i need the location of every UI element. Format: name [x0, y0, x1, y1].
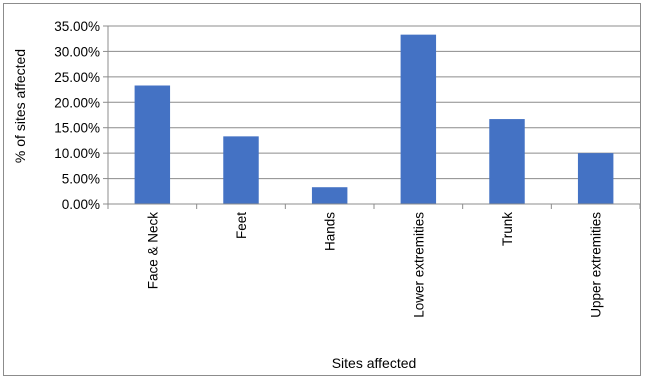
y-tick-label: 30.00%: [54, 44, 100, 59]
y-tick-label: 15.00%: [54, 121, 100, 136]
x-tick-label: Upper extremities: [589, 212, 604, 318]
y-tick-label: 20.00%: [54, 95, 100, 110]
y-tick-label: 0.00%: [62, 197, 100, 212]
y-tick-label: 35.00%: [54, 19, 100, 34]
x-tick-label: Trunk: [500, 212, 515, 246]
x-tick-label: Hands: [323, 212, 338, 251]
x-tick-label: Feet: [234, 212, 249, 239]
bar: [489, 119, 525, 204]
bar: [577, 153, 614, 204]
x-tick-label: Face & Neck: [145, 212, 160, 290]
x-axis-title: Sites affected: [332, 355, 417, 371]
axes: [107, 26, 641, 209]
bar: [400, 34, 437, 204]
y-tick-labels: 0.00% 5.00% 10.00% 15.00% 20.00% 25.00% 30.00%…: [54, 19, 100, 212]
y-tick-label: 25.00%: [54, 70, 100, 85]
bar: [134, 85, 171, 204]
bar: [223, 136, 259, 204]
gridlines: [103, 25, 640, 205]
y-tick-label: 5.00%: [62, 172, 100, 187]
y-tick-label: 10.00%: [54, 146, 100, 161]
x-tick-labels: Face & Neck Feet Hands Lower extremities Tru…: [145, 212, 603, 318]
x-tick-label: Lower extremities: [411, 212, 426, 318]
y-axis-title: % of sites affected: [12, 49, 28, 163]
bar: [311, 187, 348, 204]
bars: [134, 34, 614, 204]
